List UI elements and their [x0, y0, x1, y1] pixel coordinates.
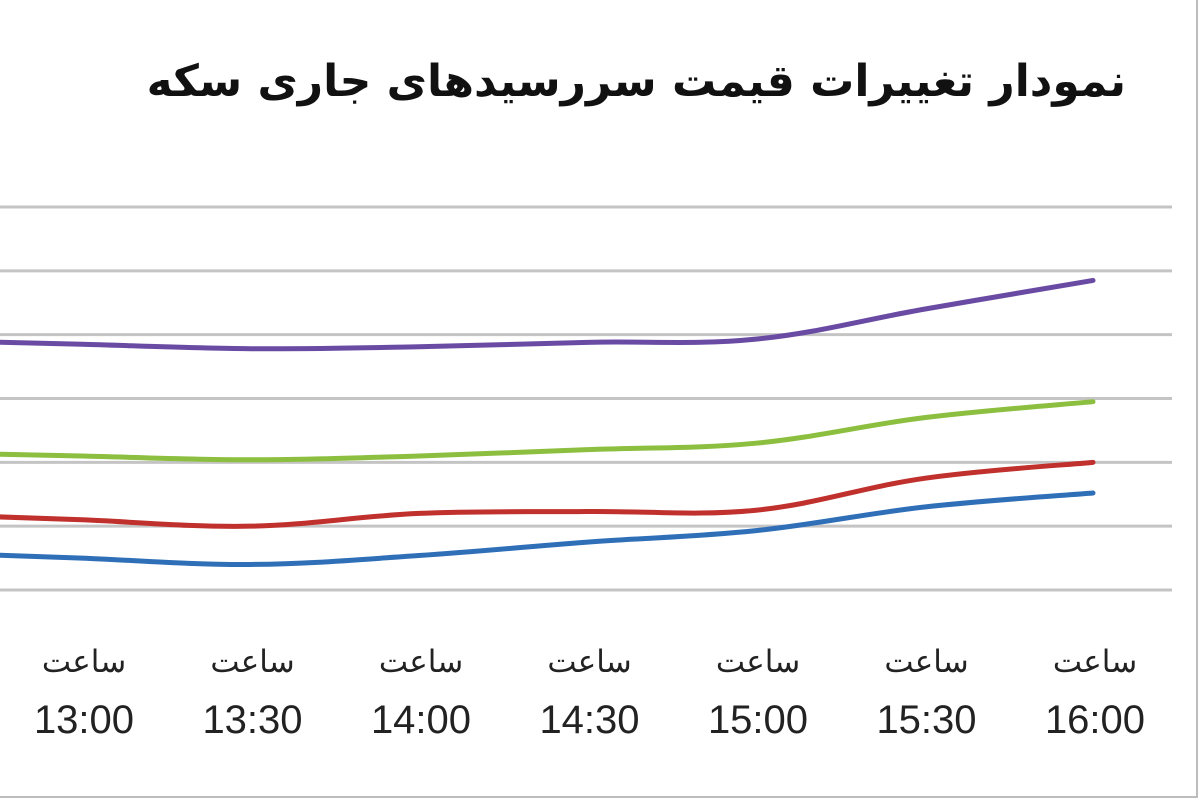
series-line-4	[0, 490, 1096, 567]
x-tick-label-prefix: ساعت	[716, 644, 800, 679]
x-tick-label-prefix: ساعت	[42, 644, 126, 679]
x-tick-label-time: 14:00	[371, 698, 471, 742]
x-tick-label-prefix: ساعت	[547, 644, 631, 679]
x-tick-label-prefix: ساعت	[210, 644, 294, 679]
x-tick-label-time: 13:30	[202, 698, 302, 742]
x-tick-label-time: 14:30	[539, 698, 639, 742]
x-tick-label-prefix: ساعت	[884, 644, 968, 679]
x-tick-label-time: 16:00	[1045, 698, 1145, 742]
series-line-2	[0, 399, 1096, 463]
x-tick-label-prefix: ساعت	[379, 644, 463, 679]
series-line-3	[0, 459, 1096, 529]
x-tick-label-time: 15:30	[876, 698, 976, 742]
chart-title: نمودار تغییرات قیمت سررسیدهای جاری سکه	[146, 56, 1126, 107]
x-tick-label-prefix: ساعت	[1053, 644, 1137, 679]
x-tick-label-time: 15:00	[708, 698, 808, 742]
x-tick-label-time: 13:00	[34, 698, 134, 742]
series-line-1	[0, 277, 1096, 352]
